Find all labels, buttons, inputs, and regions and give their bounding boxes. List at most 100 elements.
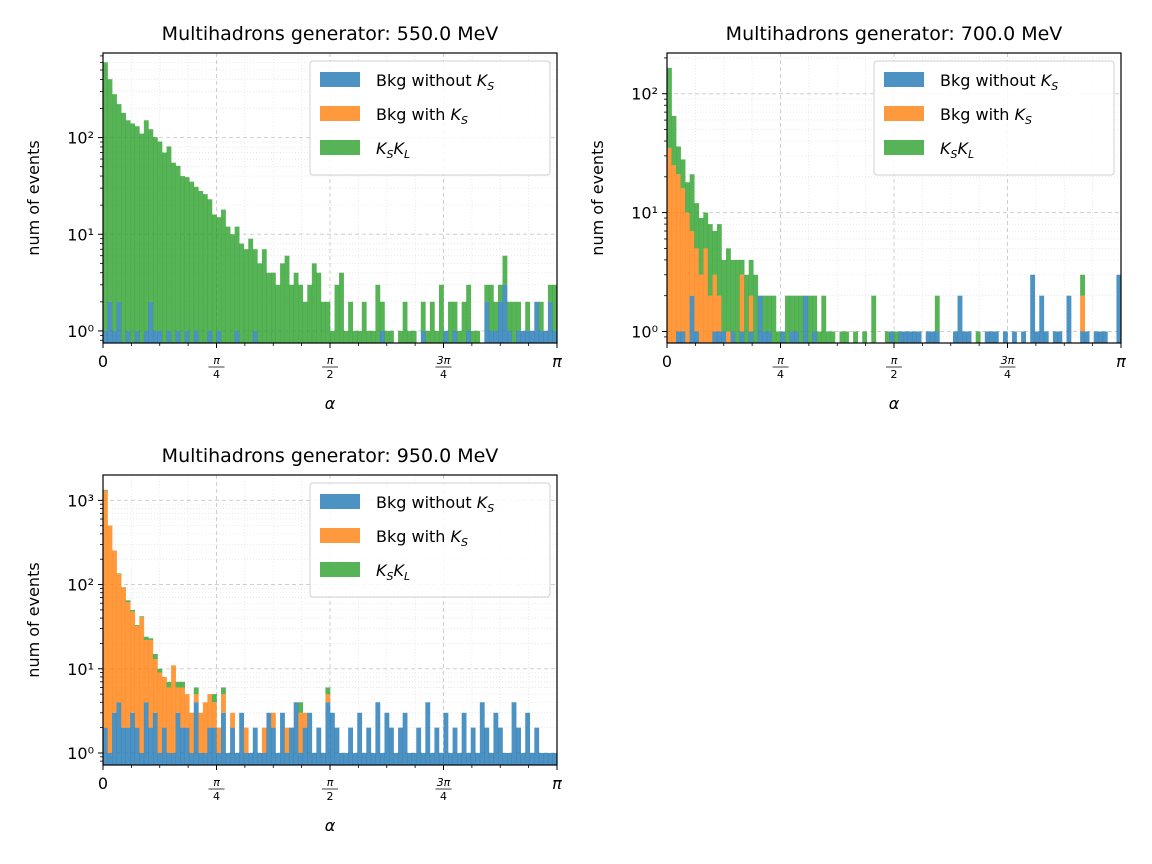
bar-1-bin-62	[379, 330, 385, 343]
bar-3-bin-18	[180, 176, 186, 343]
bar-1-bin-33	[812, 331, 818, 343]
bar-3-bin-83	[475, 330, 481, 343]
bar-1-bin-39	[275, 752, 281, 765]
legend-swatch-2	[320, 528, 360, 543]
bar-3-bin-63	[384, 330, 390, 343]
bar-3-bin-82	[470, 330, 476, 343]
legend-entry-3: KSKL	[376, 139, 410, 161]
bar-3-bin-35	[821, 295, 827, 343]
svg-text:2: 2	[891, 368, 898, 381]
bar-3-bin-2	[107, 79, 113, 302]
bar-1-bin-78	[452, 330, 458, 343]
bar-1-bin-4	[116, 301, 122, 343]
bar-1-bin-58	[361, 752, 367, 765]
bar-3-bin-17	[739, 259, 745, 275]
bar-3-bin-7	[694, 203, 700, 249]
bar-2-bin-12	[152, 659, 158, 713]
bar-3-bin-46	[871, 295, 877, 343]
x-axis-label: α	[889, 394, 900, 413]
y-tick-label: 10²	[67, 576, 94, 595]
bar-1-bin-98	[543, 330, 549, 343]
x-tick-label: π4	[208, 776, 225, 803]
bar-3-bin-72	[425, 330, 431, 343]
y-axis-label: num of events	[24, 140, 43, 255]
bar-2-bin-4	[680, 188, 686, 332]
x-tick-label: 0	[98, 774, 108, 793]
svg-text:3π: 3π	[437, 354, 451, 367]
svg-text:π: π	[327, 776, 334, 789]
bar-1-bin-56	[916, 331, 922, 343]
bar-3-bin-78	[452, 301, 458, 331]
bar-1-bin-43	[293, 702, 299, 765]
bar-3-bin-32	[243, 249, 249, 343]
bar-1-bin-79	[457, 752, 462, 765]
legend-swatch-1	[320, 72, 360, 87]
legend: Bkg without KS Bkg with KS KSKL	[309, 60, 551, 176]
bar-1-bin-52	[898, 331, 904, 343]
svg-text:π: π	[777, 354, 784, 367]
bar-2-bin-38	[270, 712, 276, 728]
bar-3-bin-77	[448, 301, 453, 343]
bar-3-bin-7	[130, 609, 136, 612]
chart-title: Multihadrons generator: 550.0 MeV	[162, 23, 499, 45]
bar-1-bin-3	[112, 712, 117, 765]
bar-3-bin-10	[143, 120, 149, 331]
bar-2-bin-10	[707, 295, 713, 343]
bar-1-bin-26	[216, 330, 222, 343]
bar-3-bin-53	[339, 272, 344, 343]
y-tick-label: 10⁰	[631, 322, 658, 341]
bar-2-bin-1	[667, 147, 672, 343]
bar-1-bin-66	[398, 727, 403, 765]
legend-entry-3: KSKL	[376, 561, 410, 583]
bar-1-bin-6	[689, 295, 695, 343]
bar-2-bin-36	[261, 727, 267, 753]
bar-1-bin-31	[803, 295, 809, 343]
bar-3-bin-12	[152, 137, 158, 331]
bar-1-bin-53	[339, 752, 344, 765]
bar-3-bin-69	[411, 330, 417, 343]
bar-3-bin-4	[116, 573, 122, 574]
bar-3-bin-12	[716, 224, 722, 296]
bar-3-bin-58	[361, 301, 367, 343]
bar-2-bin-29	[230, 712, 235, 728]
bar-3-bin-32	[807, 295, 813, 343]
bar-1-bin-97	[1102, 331, 1108, 343]
bar-2-bin-32	[243, 727, 249, 753]
bar-1-bin-93	[1084, 331, 1090, 343]
bar-3-bin-42	[853, 331, 858, 343]
bar-3-bin-81	[466, 284, 472, 331]
legend-entry-1: Bkg without KS	[376, 493, 494, 515]
bar-1-bin-12	[152, 330, 158, 343]
svg-text:4: 4	[1004, 368, 1011, 381]
bar-3-bin-88	[497, 284, 503, 302]
bar-2-bin-3	[112, 550, 117, 713]
bar-3-bin-27	[221, 209, 226, 343]
bar-1-bin-28	[225, 752, 231, 765]
bar-1-bin-11	[712, 331, 718, 343]
bar-3-bin-42	[289, 284, 294, 343]
bar-1-bin-97	[538, 330, 544, 343]
bar-1-bin-71	[984, 331, 990, 343]
bar-3-bin-8	[134, 625, 140, 627]
x-axis-label: α	[325, 394, 336, 413]
svg-text:π: π	[213, 354, 220, 367]
svg-text:0: 0	[98, 774, 108, 793]
bar-3-bin-11	[712, 231, 718, 275]
bar-3-bin-37	[830, 331, 836, 343]
bar-3-bin-23	[766, 295, 772, 332]
bar-2-bin-16	[171, 665, 176, 753]
bar-1-bin-93	[520, 752, 526, 765]
bar-3-bin-1	[103, 489, 108, 491]
bar-2-bin-41	[284, 727, 290, 753]
bar-1-bin-7	[694, 331, 700, 343]
bar-1-bin-29	[794, 331, 799, 343]
bar-3-bin-15	[166, 681, 172, 688]
bar-1-bin-49	[320, 752, 326, 765]
bar-1-bin-76	[443, 330, 449, 343]
bar-1-bin-27	[221, 712, 226, 765]
bar-3-bin-92	[1080, 274, 1085, 296]
bar-2-bin-7	[694, 248, 700, 332]
bar-3-bin-18	[744, 274, 750, 343]
